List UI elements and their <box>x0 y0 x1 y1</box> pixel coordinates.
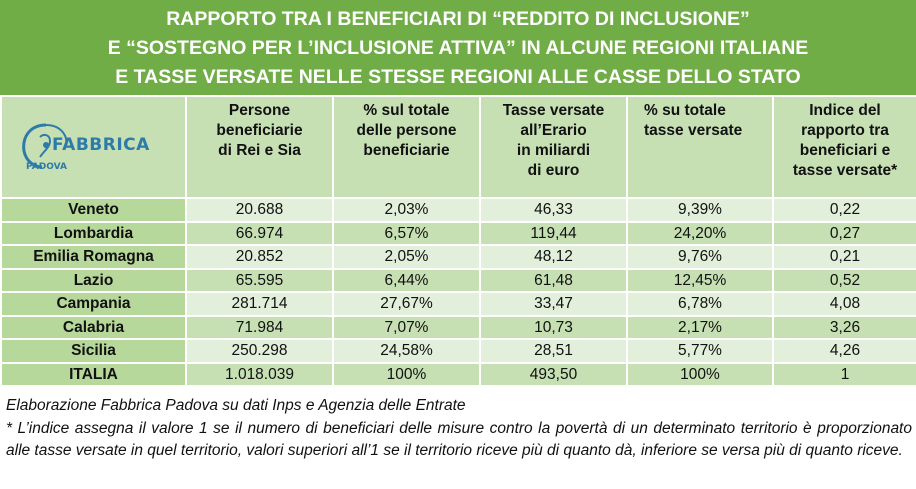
region-cell: Lombardia <box>0 220 187 246</box>
table-row: Sicilia 250.298 24,58% 28,51 5,77% 4,26 <box>0 338 916 364</box>
value-cell: 6,57% <box>332 220 481 246</box>
col-header-line: di Rei e Sia <box>218 142 301 159</box>
value-cell: 0,21 <box>772 244 916 270</box>
value-cell: 9,76% <box>626 244 774 270</box>
value-cell: 24,58% <box>332 338 481 364</box>
col-header-line: all’Erario <box>520 122 587 139</box>
title-line-3: E TASSE VERSATE NELLE STESSE REGIONI ALL… <box>115 66 801 88</box>
table-row: Calabria 71.984 7,07% 10,73 2,17% 3,26 <box>0 314 916 340</box>
col-header-line: Persone <box>228 102 291 119</box>
footnote: * L’indice assegna il valore 1 se il num… <box>6 419 912 460</box>
logo-sub: PADOVA <box>26 162 67 172</box>
col-header-line: beneficiarie <box>363 142 450 159</box>
data-table: FABBRICA PADOVA Persone beneficiarie di … <box>0 95 916 387</box>
col-header-line: Tasse versate <box>502 102 605 119</box>
col-header-line: beneficiarie <box>216 122 303 139</box>
table-row-total: ITALIA 1.018.039 100% 493,50 100% 1 <box>0 361 916 387</box>
region-cell: Calabria <box>0 314 187 340</box>
title-banner: RAPPORTO TRA I BENEFICIARI DI “REDDITO D… <box>0 0 916 95</box>
notes: Elaborazione Fabbrica Padova su dati Inp… <box>6 395 912 463</box>
col-header-line: % su totale <box>644 102 726 119</box>
logo-cell: FABBRICA PADOVA <box>0 95 187 199</box>
region-cell: Veneto <box>0 197 187 223</box>
value-cell: 119,44 <box>479 220 628 246</box>
table-row: Emilia Romagna 20.852 2,05% 48,12 9,76% … <box>0 244 916 270</box>
value-cell: 20.688 <box>185 197 334 223</box>
col-header: Tasse versate all’Erario in miliardi di … <box>479 95 628 199</box>
col-header-line: % sul totale <box>363 102 450 119</box>
col-header: % sul totale delle persone beneficiarie <box>332 95 481 199</box>
value-cell: 4,26 <box>772 338 916 364</box>
value-cell: 3,26 <box>772 314 916 340</box>
value-cell: 6,78% <box>626 291 774 317</box>
value-cell: 250.298 <box>185 338 334 364</box>
value-cell: 0,22 <box>772 197 916 223</box>
col-header-line: rapporto tra <box>801 122 889 139</box>
header-row: FABBRICA PADOVA Persone beneficiarie di … <box>0 95 916 199</box>
value-cell: 71.984 <box>185 314 334 340</box>
col-header: Indice del rapporto tra beneficiari e ta… <box>772 95 916 199</box>
col-header-line: beneficiari e <box>799 142 891 159</box>
col-header-line: in miliardi <box>516 142 591 159</box>
title-line-2: E “SOSTEGNO PER L’INCLUSIONE ATTIVA” IN … <box>107 37 809 59</box>
value-cell: 20.852 <box>185 244 334 270</box>
value-cell: 1.018.039 <box>185 361 334 387</box>
value-cell: 28,51 <box>479 338 628 364</box>
logo-word: FABBRICA <box>52 135 150 155</box>
table-row: Campania 281.714 27,67% 33,47 6,78% 4,08 <box>0 291 916 317</box>
region-cell: Campania <box>0 291 187 317</box>
table-row: Lazio 65.595 6,44% 61,48 12,45% 0,52 <box>0 267 916 293</box>
value-cell: 2,05% <box>332 244 481 270</box>
value-cell: 0,52 <box>772 267 916 293</box>
value-cell: 100% <box>626 361 774 387</box>
region-cell: ITALIA <box>0 361 187 387</box>
col-header-line: tasse versate* <box>792 162 898 179</box>
value-cell: 24,20% <box>626 220 774 246</box>
value-cell: 61,48 <box>479 267 628 293</box>
col-header-line: tasse versate <box>644 122 743 139</box>
value-cell: 0,27 <box>772 220 916 246</box>
value-cell: 9,39% <box>626 197 774 223</box>
col-header-line: delle persone <box>356 122 457 139</box>
table-row: Lombardia 66.974 6,57% 119,44 24,20% 0,2… <box>0 220 916 246</box>
value-cell: 6,44% <box>332 267 481 293</box>
value-cell: 27,67% <box>332 291 481 317</box>
logo-swirl-icon <box>22 123 68 169</box>
value-cell: 4,08 <box>772 291 916 317</box>
value-cell: 12,45% <box>626 267 774 293</box>
value-cell: 1 <box>772 361 916 387</box>
col-header: Persone beneficiarie di Rei e Sia <box>185 95 334 199</box>
value-cell: 65.595 <box>185 267 334 293</box>
value-cell: 2,17% <box>626 314 774 340</box>
fabbrica-padova-logo: FABBRICA PADOVA <box>16 117 186 177</box>
col-header: % su totale tasse versate <box>626 95 774 199</box>
col-header-line: Indice del <box>809 102 881 119</box>
value-cell: 5,77% <box>626 338 774 364</box>
table-row: Veneto 20.688 2,03% 46,33 9,39% 0,22 <box>0 197 916 223</box>
value-cell: 2,03% <box>332 197 481 223</box>
value-cell: 48,12 <box>479 244 628 270</box>
region-cell: Sicilia <box>0 338 187 364</box>
value-cell: 281.714 <box>185 291 334 317</box>
title-line-1: RAPPORTO TRA I BENEFICIARI DI “REDDITO D… <box>166 8 750 30</box>
value-cell: 7,07% <box>332 314 481 340</box>
value-cell: 100% <box>332 361 481 387</box>
value-cell: 10,73 <box>479 314 628 340</box>
region-cell: Lazio <box>0 267 187 293</box>
source-note: Elaborazione Fabbrica Padova su dati Inp… <box>6 397 466 414</box>
value-cell: 493,50 <box>479 361 628 387</box>
value-cell: 66.974 <box>185 220 334 246</box>
value-cell: 46,33 <box>479 197 628 223</box>
region-cell: Emilia Romagna <box>0 244 187 270</box>
value-cell: 33,47 <box>479 291 628 317</box>
col-header-line: di euro <box>527 162 580 179</box>
